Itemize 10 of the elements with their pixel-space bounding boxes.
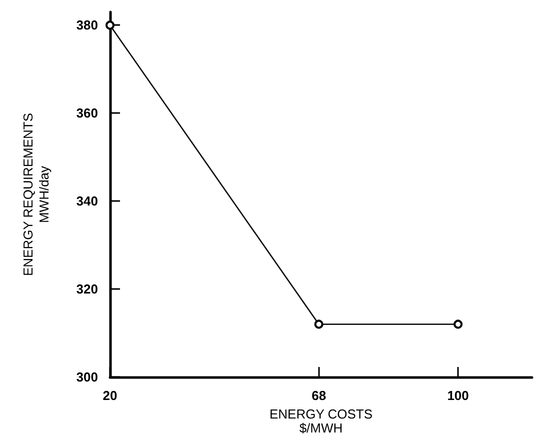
x-tick-label: 100 xyxy=(447,388,469,403)
x-tick-label: 20 xyxy=(102,388,118,403)
y-tick-label: 380 xyxy=(76,18,98,33)
x-axis-title: ENERGY COSTS $/MWH xyxy=(269,406,373,436)
y-axis-title: ENERGY REQUIREMENTS MWH/day xyxy=(20,112,52,276)
y-tick-label: 340 xyxy=(76,194,98,209)
y-tick-label: 320 xyxy=(76,282,98,297)
x-tick-label: 68 xyxy=(312,388,326,403)
y-tick-label: 300 xyxy=(76,370,98,384)
y-tick-label: 360 xyxy=(76,106,98,121)
